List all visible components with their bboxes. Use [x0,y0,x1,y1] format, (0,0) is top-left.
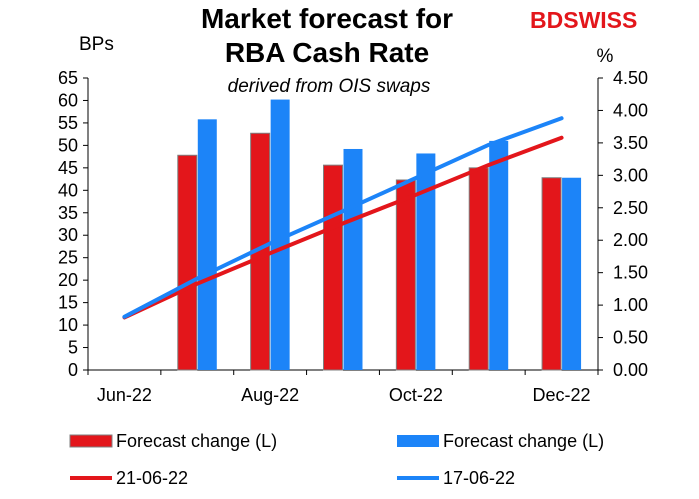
bar-blue [416,153,436,370]
y-left-tick-label: 35 [58,203,78,223]
bar-series [177,99,582,371]
bar-red [541,177,562,371]
bar-blue [197,119,217,371]
y-left-tick-label: 55 [58,113,78,133]
y-left-tick-label: 20 [58,270,78,290]
y-left-tick-label: 0 [68,360,78,380]
y-right-tick-label: 2.50 [613,198,648,218]
y-right-tick-label: 4.00 [613,100,648,120]
y-left-tick-label: 45 [58,158,78,178]
x-tick-label: Aug-22 [241,385,299,405]
legend-label-red-line: 21-06-22 [116,468,188,488]
legend: Forecast change (L) Forecast change (L) … [69,431,604,488]
chart-title-line1: Market forecast for [201,3,453,34]
legend-item-blue-bars: Forecast change (L) [397,431,604,451]
svg-text:BDSWISS: BDSWISS [530,7,637,33]
bar-blue [562,177,582,370]
y-left-tick-label: 5 [68,338,78,358]
bar-red [395,179,416,371]
y-right-tick-label: 2.00 [613,230,648,250]
legend-label-blue-line: 17-06-22 [443,468,515,488]
line-series [122,116,564,320]
y-left-tick-label: 10 [58,315,78,335]
y-right-tick-label: 1.00 [613,295,648,315]
legend-item-red-line: 21-06-22 [70,468,188,488]
brand-logo: BDSWISS [530,7,637,33]
bar-red [177,154,198,371]
y-left-tick-label: 30 [58,225,78,245]
y-axis-right-label: % [597,46,614,67]
brand-prefix: BD [530,7,563,33]
line-red [122,135,564,320]
x-tick-label: Oct-22 [389,385,443,405]
bar-red [323,164,343,371]
bar-red [468,167,489,371]
legend-swatch-blue-bar [397,435,439,447]
y-axis-left-label: BPs [79,34,114,55]
y-left-tick-label: 50 [58,135,78,155]
legend-swatch-red-bar [69,434,113,448]
x-tick-label: Jun-22 [97,385,152,405]
brand-suffix: SWISS [563,7,637,33]
legend-label-blue-bars: Forecast change (L) [443,431,604,451]
y-left-tick-label: 65 [58,68,78,88]
y-left-tick-label: 15 [58,293,78,313]
y-right-tick-label: 4.50 [613,68,648,88]
bar-blue [343,148,363,370]
chart-subtitle: derived from OIS swaps [228,76,431,97]
y-right-tick-label: 3.50 [613,133,648,153]
y-left-tick-label: 60 [58,90,78,110]
y-left-tick-label: 25 [58,248,78,268]
line-blue [122,116,564,319]
y-right-tick-label: 1.50 [613,263,648,283]
y-axis-right-ticks: 0.00 0.50 1.00 1.50 2.00 2.50 3.00 3.50 4.00 4.50 [598,68,648,380]
y-right-tick-label: 0.00 [613,360,648,380]
y-right-tick-label: 0.50 [613,328,648,348]
bar-blue [270,99,290,370]
legend-label-red-bars: Forecast change (L) [116,431,277,451]
x-axis-ticks: Jun-22 Aug-22 Oct-22 Dec-22 [87,370,599,405]
x-tick-label: Dec-22 [533,385,591,405]
y-right-tick-label: 3.00 [613,165,648,185]
bar-blue [489,140,509,370]
legend-item-red-bars: Forecast change (L) [69,431,277,451]
chart-title-line2: RBA Cash Rate [225,37,429,68]
y-left-tick-label: 40 [58,180,78,200]
legend-item-blue-line: 17-06-22 [397,468,515,488]
